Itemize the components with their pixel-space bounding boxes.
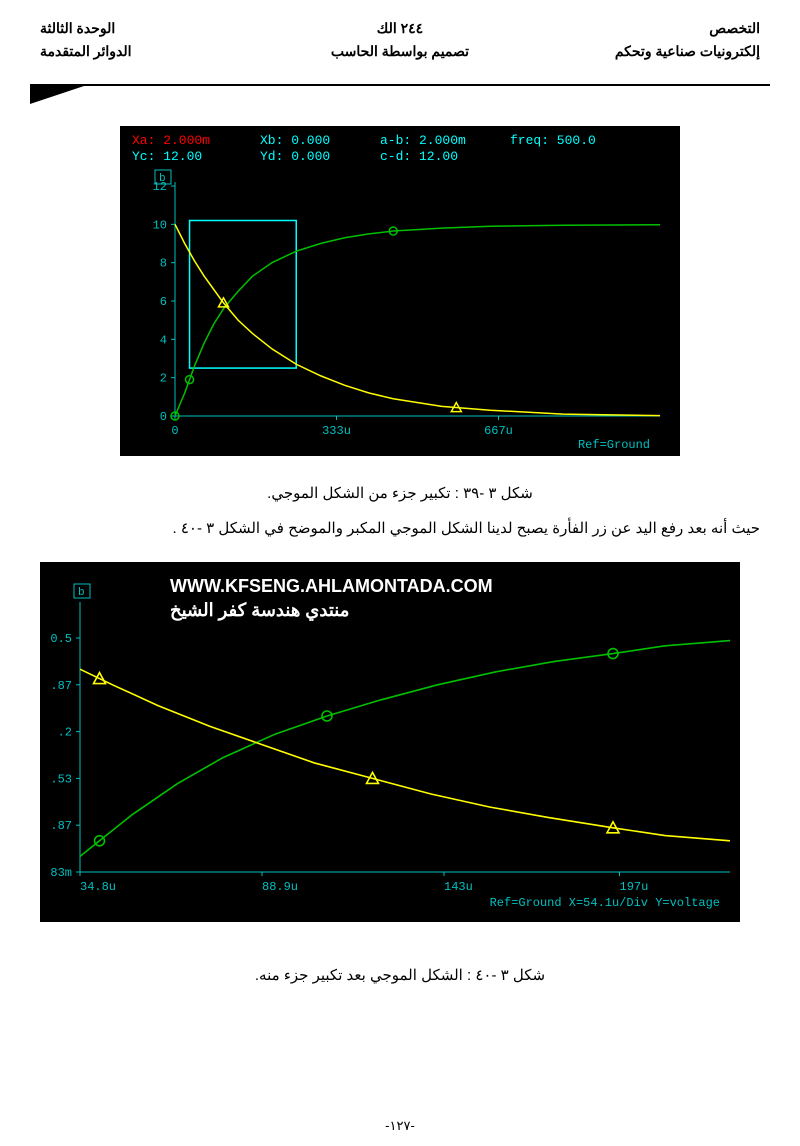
page-number: -١٢٧- <box>0 1118 800 1134</box>
header-bot-left: الدوائر المتقدمة <box>40 43 220 60</box>
header-bot-right: إلكترونيات صناعية وتحكم <box>580 43 760 60</box>
svg-text:34.8u: 34.8u <box>80 880 116 894</box>
svg-text:0.5: 0.5 <box>50 632 72 646</box>
svg-text:WWW.KFSENG.AHLAMONTADA.COM: WWW.KFSENG.AHLAMONTADA.COM <box>170 576 493 596</box>
svg-text:.53: .53 <box>50 772 72 786</box>
svg-text:2: 2 <box>160 372 167 386</box>
svg-text:Xb: 0.000: Xb: 0.000 <box>260 133 330 148</box>
header-divider <box>30 76 770 106</box>
svg-text:Xa: 2.000m: Xa: 2.000m <box>132 133 210 148</box>
svg-text:Ref=Ground X=54.1u/Div Y=volt: Ref=Ground X=54.1u/Div Y=voltage <box>490 896 720 910</box>
svg-text:Yd: 0.000: Yd: 0.000 <box>260 149 330 164</box>
svg-text:freq: 500.0: freq: 500.0 <box>510 133 596 148</box>
svg-text:c-d: 12.00: c-d: 12.00 <box>380 149 458 164</box>
svg-text:6: 6 <box>160 295 167 309</box>
svg-text:منتدي هندسة كفر الشيخ: منتدي هندسة كفر الشيخ <box>170 600 349 621</box>
svg-text:667u: 667u <box>484 424 513 438</box>
svg-text:Yc: 12.00: Yc: 12.00 <box>132 149 202 164</box>
header-row-2: إلكترونيات صناعية وتحكم تصميم بواسطة الح… <box>40 43 760 60</box>
svg-text:.2: .2 <box>58 726 72 740</box>
svg-text:8: 8 <box>160 257 167 271</box>
svg-text:12: 12 <box>153 180 167 194</box>
svg-text:83m: 83m <box>50 866 72 880</box>
header-top-right: التخصص <box>580 20 760 37</box>
body-paragraph-1: حيث أنه بعد رفع اليد عن زر الفأرة يصبح ل… <box>40 515 760 542</box>
waveform-chart-2: WWW.KFSENG.AHLAMONTADA.COM منتدي هندسة كف… <box>40 562 740 922</box>
svg-text:0: 0 <box>160 410 167 424</box>
svg-text:.87: .87 <box>50 819 72 833</box>
svg-text:143u: 143u <box>444 880 473 894</box>
figure-caption-1: شكل ٣ -٣٩ : تكبير جزء من الشكل الموجي. <box>40 480 760 507</box>
svg-text:88.9u: 88.9u <box>262 880 298 894</box>
svg-text:.87: .87 <box>50 679 72 693</box>
svg-text:Ref=Ground: Ref=Ground <box>578 438 650 452</box>
header-top-left: الوحدة الثالثة <box>40 20 220 37</box>
header-row-1: التخصص ٢٤٤ الك الوحدة الثالثة <box>40 20 760 37</box>
svg-text:333u: 333u <box>322 424 351 438</box>
svg-text:b: b <box>78 587 85 599</box>
svg-text:0: 0 <box>171 424 178 438</box>
svg-text:10: 10 <box>153 218 167 232</box>
waveform-chart-1: Xa: 2.000m Xb: 0.000 a-b: 2.000m freq: 500.… <box>120 126 680 456</box>
svg-text:4: 4 <box>160 333 167 347</box>
svg-text:197u: 197u <box>620 880 649 894</box>
header-top-center: ٢٤٤ الك <box>220 20 580 37</box>
figure-caption-2: شكل ٣ -٤٠ : الشكل الموجي بعد تكبير جزء م… <box>40 962 760 989</box>
header-bot-center: تصميم بواسطة الحاسب <box>220 43 580 60</box>
svg-text:a-b: 2.000m: a-b: 2.000m <box>380 133 466 148</box>
page-header: التخصص ٢٤٤ الك الوحدة الثالثة إلكترونيات… <box>0 0 800 76</box>
